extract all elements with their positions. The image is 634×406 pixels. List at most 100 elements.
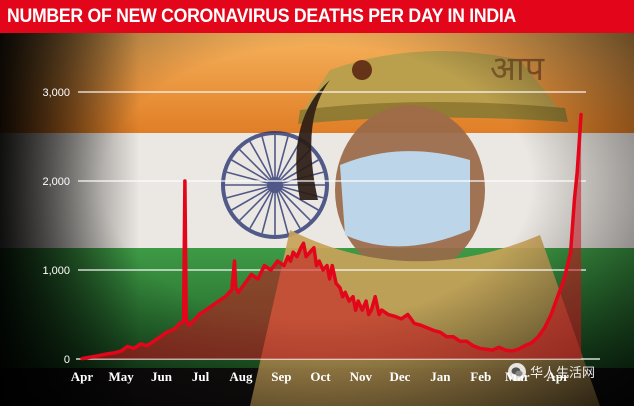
data-point bbox=[132, 346, 136, 350]
data-point bbox=[510, 349, 514, 353]
data-point bbox=[556, 295, 560, 299]
x-axis: AprMayJunJulAugSepOctNovDecJanFebMarApr bbox=[71, 369, 569, 384]
data-point bbox=[139, 342, 143, 346]
data-point bbox=[171, 328, 175, 332]
data-point bbox=[183, 179, 187, 183]
data-point bbox=[367, 312, 371, 317]
series-area bbox=[82, 114, 582, 359]
x-tick-label: Apr bbox=[546, 369, 569, 384]
data-point bbox=[230, 288, 234, 292]
data-point bbox=[334, 281, 338, 285]
data-point bbox=[445, 335, 449, 339]
data-point bbox=[93, 354, 97, 358]
data-point bbox=[458, 339, 462, 343]
data-point bbox=[308, 250, 312, 254]
data-point bbox=[425, 326, 429, 330]
data-point bbox=[217, 299, 221, 303]
data-point bbox=[210, 304, 214, 308]
data-point bbox=[269, 268, 273, 272]
data-point bbox=[182, 320, 186, 324]
data-point bbox=[119, 349, 123, 353]
data-point bbox=[275, 259, 280, 263]
wechat-logo-icon bbox=[508, 362, 526, 381]
series-layer bbox=[80, 112, 583, 361]
data-point bbox=[223, 295, 227, 299]
data-point bbox=[178, 321, 182, 325]
data-point bbox=[312, 246, 316, 250]
data-point bbox=[380, 308, 384, 312]
data-point bbox=[393, 314, 397, 318]
x-tick-label: Nov bbox=[350, 369, 373, 384]
data-point bbox=[490, 348, 495, 352]
data-point bbox=[291, 250, 295, 254]
data-point bbox=[451, 335, 455, 339]
y-tick-label: 0 bbox=[64, 354, 70, 366]
data-point bbox=[286, 255, 290, 259]
data-point bbox=[295, 255, 299, 259]
data-point bbox=[197, 312, 201, 317]
data-point bbox=[165, 330, 169, 334]
data-point bbox=[419, 323, 423, 327]
y-tick-label: 1,000 bbox=[42, 265, 70, 277]
data-point bbox=[412, 321, 416, 325]
data-point bbox=[317, 259, 321, 263]
data-point bbox=[314, 264, 319, 268]
data-point bbox=[347, 299, 351, 303]
data-point bbox=[575, 170, 579, 174]
data-point bbox=[304, 255, 308, 259]
y-tick-label: 2,000 bbox=[42, 176, 70, 188]
data-point bbox=[360, 308, 364, 312]
data-point bbox=[328, 277, 332, 281]
x-tick-label: Aug bbox=[229, 369, 253, 384]
x-tick-label: Apr bbox=[71, 369, 94, 384]
data-point bbox=[204, 308, 208, 312]
data-point bbox=[262, 264, 266, 268]
data-point bbox=[126, 344, 130, 349]
data-point bbox=[369, 308, 373, 312]
chart-title: NUMBER OF NEW CORONAVIRUS DEATHS PER DAY… bbox=[7, 6, 516, 27]
data-point bbox=[569, 250, 573, 254]
data-point bbox=[191, 320, 195, 324]
data-point bbox=[288, 259, 293, 263]
x-tick-label: Jan bbox=[430, 369, 451, 384]
data-point bbox=[351, 295, 355, 299]
data-point bbox=[80, 357, 84, 361]
data-point bbox=[236, 290, 240, 294]
data-point bbox=[282, 264, 286, 268]
data-point bbox=[232, 259, 237, 263]
data-point bbox=[477, 346, 481, 350]
data-point bbox=[543, 326, 547, 330]
data-point bbox=[364, 299, 368, 303]
data-point bbox=[536, 335, 540, 339]
data-point bbox=[343, 290, 347, 294]
data-point bbox=[464, 339, 468, 343]
data-point bbox=[549, 312, 553, 317]
data-point bbox=[330, 264, 334, 268]
data-point bbox=[354, 308, 358, 312]
data-point bbox=[145, 344, 149, 348]
data-point bbox=[256, 277, 260, 281]
x-tick-label: Feb bbox=[470, 369, 491, 384]
data-point bbox=[373, 295, 377, 299]
data-point bbox=[572, 197, 577, 201]
data-point bbox=[338, 286, 342, 290]
data-point bbox=[243, 281, 247, 285]
data-point bbox=[484, 347, 488, 351]
data-point bbox=[523, 344, 527, 348]
x-tick-label: Sep bbox=[271, 369, 291, 384]
y-tick-label: 3,000 bbox=[42, 87, 70, 99]
data-point bbox=[234, 286, 238, 290]
data-point bbox=[438, 330, 442, 334]
data-point bbox=[325, 264, 329, 268]
x-tick-label: Jun bbox=[151, 369, 173, 384]
data-point bbox=[471, 344, 475, 348]
data-point bbox=[341, 295, 345, 299]
x-tick-label: Dec bbox=[389, 369, 410, 384]
data-point bbox=[301, 241, 306, 245]
data-point bbox=[356, 299, 360, 303]
data-point bbox=[529, 341, 534, 345]
watermark: 华人生活网 bbox=[508, 362, 595, 381]
watermark-text: 华人生活网 bbox=[530, 366, 596, 381]
